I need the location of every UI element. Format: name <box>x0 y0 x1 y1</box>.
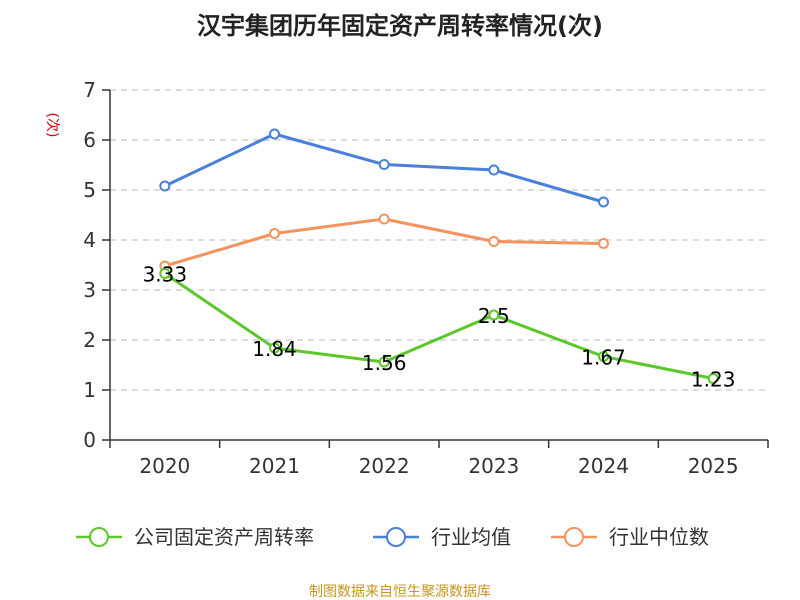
legend-item: 行业均值 <box>373 525 511 549</box>
data-label: 2.5 <box>478 304 510 328</box>
legend-item: 行业中位数 <box>551 525 709 549</box>
legend-marker <box>564 527 584 547</box>
y-tick-label: 4 <box>83 228 96 252</box>
data-label: 1.84 <box>252 337 297 361</box>
data-label: 1.56 <box>362 351 407 375</box>
data-point <box>269 342 280 354</box>
y-tick-label: 0 <box>83 428 96 452</box>
axes: 0 1 2 3 4 5 6 7 2020 2021 2022 2023 2024 2025 <box>83 78 769 478</box>
x-tick-label: 2020 <box>139 454 190 478</box>
x-tick-label: 2021 <box>249 454 300 478</box>
data-point <box>269 228 280 239</box>
grid-lines <box>110 89 768 391</box>
data-point <box>598 238 609 249</box>
source-note: 制图数据来自恒生聚源数据库 <box>309 584 491 600</box>
data-point <box>378 356 390 368</box>
y-tick-label: 7 <box>83 78 96 102</box>
data-point <box>707 373 719 384</box>
legend: 公司固定资产周转率 行业均值 行业中位数 <box>76 525 709 549</box>
x-tick-label: 2025 <box>688 454 739 478</box>
legend-marker <box>89 527 109 547</box>
legend-item: 公司固定资产周转率 <box>76 525 314 549</box>
y-tick-label: 6 <box>83 128 96 152</box>
data-point <box>159 268 171 279</box>
data-label: 1.23 <box>691 368 736 392</box>
data-labels: 3.33 1.84 1.56 2.5 1.67 1.23 <box>143 263 736 392</box>
y-tick-label: 5 <box>83 178 96 202</box>
series-line <box>163 217 605 268</box>
legend-label: 公司固定资产周转率 <box>134 525 314 549</box>
legend-marker <box>386 527 406 547</box>
series-line <box>163 272 715 380</box>
data-label: 3.33 <box>143 263 188 287</box>
series-layer <box>159 128 719 384</box>
data-point <box>378 159 390 170</box>
x-tick-label: 2022 <box>359 454 410 478</box>
y-axis-label: (次) <box>44 113 60 138</box>
y-tick-label: 3 <box>83 278 96 302</box>
legend-label: 行业均值 <box>431 525 511 549</box>
data-label: 1.67 <box>581 346 626 370</box>
y-tick-label: 2 <box>83 328 96 352</box>
chart-title: 汉宇集团历年固定资产周转率情况(次) <box>197 12 603 40</box>
data-point <box>598 351 609 362</box>
data-point <box>488 164 500 176</box>
x-tick-label: 2023 <box>468 454 519 478</box>
data-point <box>159 180 171 192</box>
y-tick-label: 1 <box>83 378 96 402</box>
legend-label: 行业中位数 <box>609 525 709 549</box>
data-point <box>488 236 500 247</box>
data-point <box>378 213 390 225</box>
data-point <box>598 196 609 208</box>
x-tick-label: 2024 <box>578 454 629 478</box>
data-point <box>488 309 500 321</box>
data-point <box>269 128 280 140</box>
